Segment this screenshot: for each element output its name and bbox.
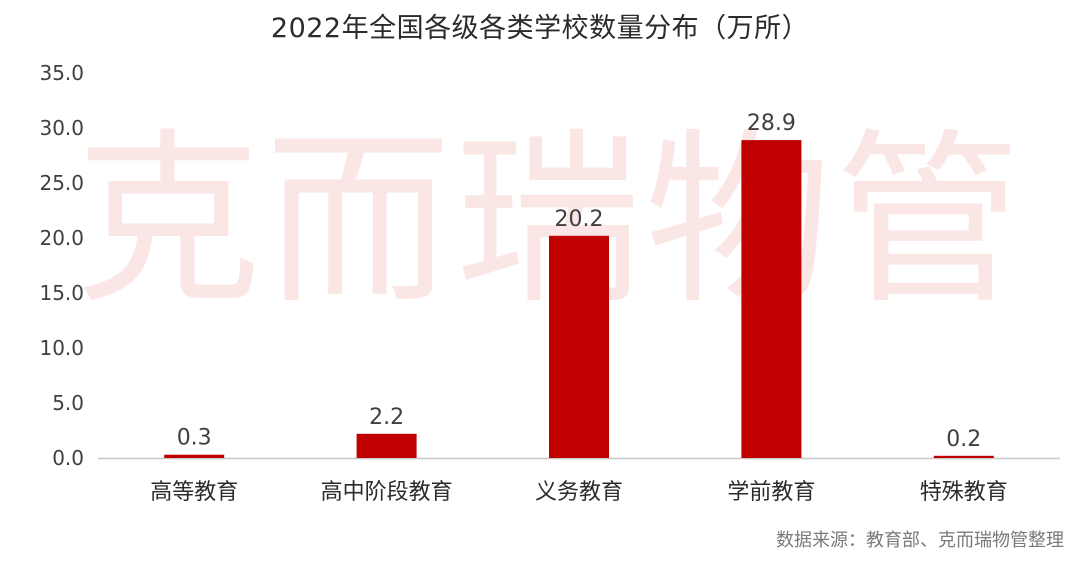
y-tick-label: 0.0: [52, 446, 84, 470]
bar: [933, 455, 994, 458]
y-tick-label: 30.0: [39, 116, 84, 140]
y-axis: 0.0 5.0 10.0 15.0 20.0 25.0 30.0 35.0: [39, 61, 84, 470]
chart-title: 2022年全国各级各类学校数量分布（万所）: [270, 13, 810, 44]
bar: [164, 454, 225, 458]
y-tick-label: 10.0: [39, 336, 84, 360]
bar-series: [164, 140, 994, 458]
bar: [741, 140, 802, 458]
x-category-label: 特殊教育: [920, 480, 1008, 505]
source-note: 数据来源：教育部、克而瑞物管整理: [776, 530, 1064, 551]
bar: [549, 235, 609, 458]
y-tick-label: 25.0: [39, 171, 84, 195]
y-tick-label: 35.0: [39, 61, 84, 85]
x-axis: 高等教育 高中阶段教育 义务教育 学前教育 特殊教育: [150, 480, 1008, 505]
bar: [356, 433, 417, 458]
bar-value-label: 0.3: [177, 426, 212, 451]
bar-value-label: 2.2: [369, 405, 404, 430]
bar-value-label: 0.2: [946, 427, 981, 452]
y-tick-label: 20.0: [39, 226, 84, 250]
x-category-label: 高中阶段教育: [321, 480, 453, 505]
x-category-label: 高等教育: [150, 480, 238, 505]
bar-value-label: 20.2: [555, 207, 604, 232]
y-tick-label: 15.0: [39, 281, 84, 305]
y-tick-label: 5.0: [52, 391, 84, 415]
x-category-label: 学前教育: [727, 480, 815, 505]
bar-value-label: 28.9: [747, 111, 796, 136]
x-category-label: 义务教育: [535, 480, 623, 505]
value-labels: 0.3 2.2 20.2 28.9 0.2: [177, 111, 982, 452]
watermark-text: 克而瑞物管: [74, 112, 1025, 329]
